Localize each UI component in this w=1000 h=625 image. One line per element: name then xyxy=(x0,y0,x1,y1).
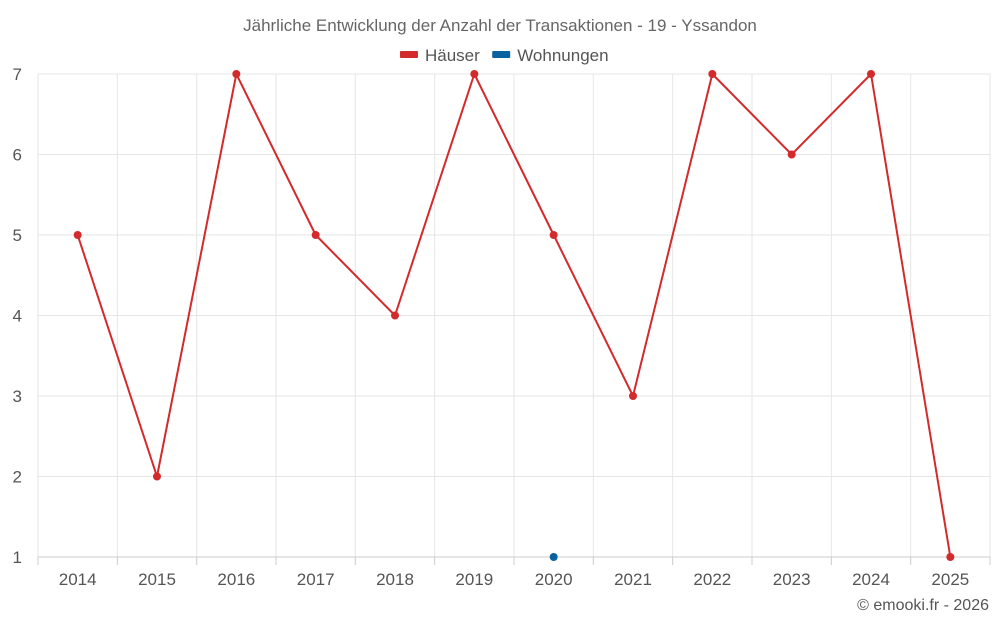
legend-item-haeuser[interactable]: Häuser xyxy=(400,46,480,65)
x-tick-label: 2015 xyxy=(138,570,176,589)
data-point[interactable] xyxy=(153,472,161,481)
data-point[interactable] xyxy=(311,231,320,239)
data-point[interactable] xyxy=(549,553,558,561)
x-tick-label: 2021 xyxy=(614,570,652,589)
y-tick-label: 1 xyxy=(13,548,22,567)
axes: 1 2 3 4 5 6 7 2014 2015 2016 2017 2018 2019 2020 2021 2… xyxy=(13,65,991,589)
legend: Häuser Wohnungen xyxy=(400,46,609,65)
x-tick-label: 2018 xyxy=(376,570,414,589)
legend-swatch xyxy=(492,51,511,58)
data-point[interactable] xyxy=(549,231,558,239)
legend-label: Häuser xyxy=(425,46,480,65)
data-point[interactable] xyxy=(629,392,637,400)
data-point[interactable] xyxy=(946,553,955,561)
chart-title: Jährliche Entwicklung der Anzahl der Tra… xyxy=(243,16,757,35)
data-point[interactable] xyxy=(867,70,875,78)
credit-text: © emooki.fr - 2026 xyxy=(857,597,989,614)
x-tick-label: 2016 xyxy=(217,570,255,589)
y-tick-label: 5 xyxy=(13,226,22,245)
data-point[interactable] xyxy=(708,70,717,78)
x-tick-label: 2022 xyxy=(693,570,731,589)
y-tick-label: 7 xyxy=(13,65,22,84)
y-tick-label: 3 xyxy=(13,387,22,406)
grid xyxy=(37,73,991,557)
legend-swatch xyxy=(400,51,418,58)
x-tick-label: 2014 xyxy=(59,570,97,589)
x-tick-label: 2024 xyxy=(852,570,890,589)
series-wohnungen xyxy=(549,553,558,561)
x-tick-label: 2017 xyxy=(297,570,335,589)
legend-item-wohnungen[interactable]: Wohnungen xyxy=(492,46,609,65)
x-tick-label: 2019 xyxy=(455,570,493,589)
data-point[interactable] xyxy=(470,70,479,78)
y-tick-label: 6 xyxy=(13,146,22,165)
x-tick-label: 2020 xyxy=(535,570,573,589)
series-line xyxy=(76,70,952,558)
series-haeuser xyxy=(73,70,955,561)
data-point[interactable] xyxy=(73,231,82,239)
data-point[interactable] xyxy=(787,150,796,159)
legend-label: Wohnungen xyxy=(517,46,608,65)
y-tick-label: 4 xyxy=(13,307,22,326)
data-point[interactable] xyxy=(232,70,241,78)
y-tick-label: 2 xyxy=(13,468,22,487)
data-point[interactable] xyxy=(391,311,399,320)
x-tick-label: 2025 xyxy=(931,570,969,589)
series-layer xyxy=(73,70,955,561)
x-tick-label: 2023 xyxy=(773,570,811,589)
